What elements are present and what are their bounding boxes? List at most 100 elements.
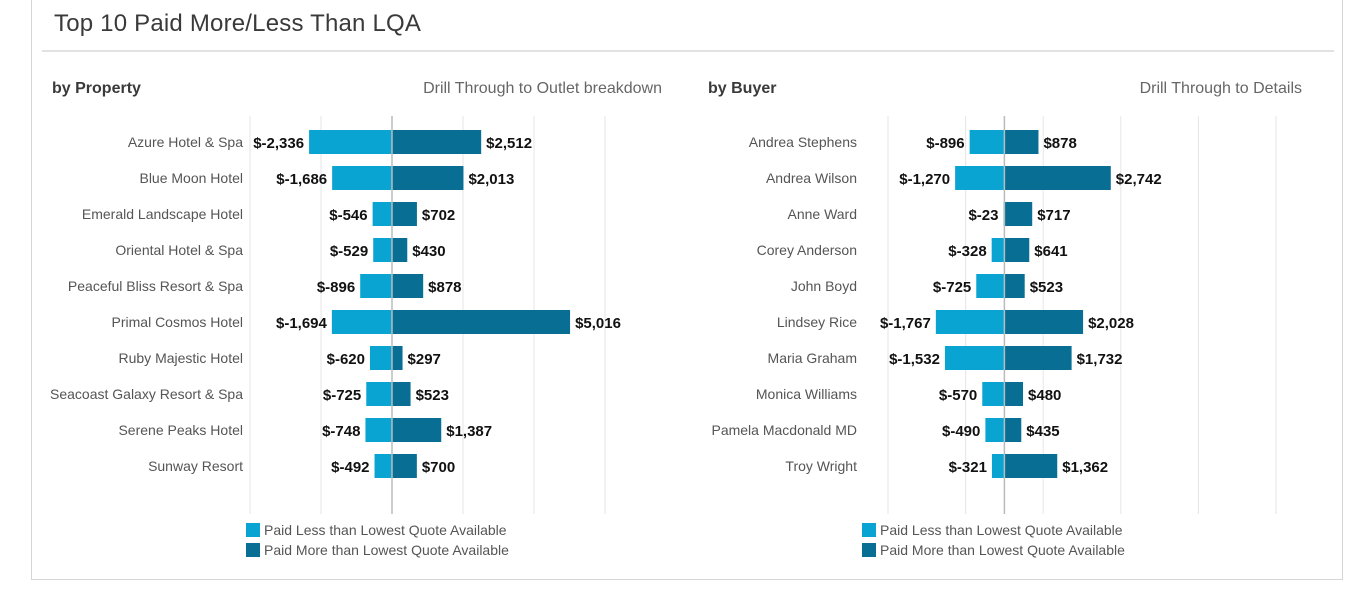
data-label-more: $641 <box>1034 243 1067 260</box>
bar-paid-more[interactable] <box>392 310 571 334</box>
category-label: Blue Moon Hotel <box>139 170 243 186</box>
category-label: Sunway Resort <box>148 458 243 474</box>
bar-paid-more[interactable] <box>1004 346 1072 370</box>
bar-paid-more[interactable] <box>392 238 408 262</box>
bar-paid-less[interactable] <box>991 454 1005 478</box>
category-label: Monica Williams <box>756 386 857 402</box>
bar-paid-less[interactable] <box>369 346 392 370</box>
data-label-less: $-896 <box>317 279 355 296</box>
bar-paid-less[interactable] <box>373 238 392 262</box>
legend-swatch-less <box>862 523 876 537</box>
data-label-less: $-328 <box>948 243 986 260</box>
category-label: Azure Hotel & Spa <box>128 134 243 150</box>
legend-item-more[interactable]: Paid More than Lowest Quote Available <box>862 540 1125 560</box>
bar-paid-less[interactable] <box>332 166 392 190</box>
category-label: Andrea Wilson <box>766 170 857 186</box>
bar-paid-more[interactable] <box>1004 166 1111 190</box>
category-label: Ruby Majestic Hotel <box>119 350 244 366</box>
data-label-less: $-1,532 <box>889 351 940 368</box>
bar-paid-less[interactable] <box>360 274 392 298</box>
data-label-less: $-23 <box>968 207 998 224</box>
data-label-less: $-725 <box>933 279 971 296</box>
category-label: Pamela Macdonald MD <box>711 422 857 438</box>
buyer-legend: Paid Less than Lowest Quote Available Pa… <box>862 520 1125 560</box>
bar-paid-more[interactable] <box>1004 382 1024 406</box>
legend-label-more: Paid More than Lowest Quote Available <box>880 542 1125 558</box>
bar-paid-less[interactable] <box>955 166 1005 190</box>
title-divider <box>42 50 1334 52</box>
data-label-more: $2,512 <box>486 135 532 152</box>
page-title: Top 10 Paid More/Less Than LQA <box>54 10 422 37</box>
data-label-more: $1,732 <box>1077 351 1123 368</box>
data-label-more: $700 <box>422 459 455 476</box>
bar-paid-more[interactable] <box>1004 310 1084 334</box>
data-label-more: $430 <box>412 243 445 260</box>
data-label-less: $-1,767 <box>880 315 931 332</box>
category-label: John Boyd <box>791 278 857 294</box>
bar-paid-more[interactable] <box>392 202 417 226</box>
legend-item-more[interactable]: Paid More than Lowest Quote Available <box>246 540 509 560</box>
category-label: Peaceful Bliss Resort & Spa <box>68 278 243 294</box>
bar-paid-more[interactable] <box>392 454 417 478</box>
bar-paid-less[interactable] <box>309 130 392 154</box>
bar-paid-less[interactable] <box>991 238 1005 262</box>
bar-paid-more[interactable] <box>1004 130 1039 154</box>
bar-paid-less[interactable] <box>944 346 1005 370</box>
category-label: Lindsey Rice <box>777 314 857 330</box>
bar-paid-less[interactable] <box>982 382 1005 406</box>
bar-paid-more[interactable] <box>392 130 482 154</box>
category-label: Primal Cosmos Hotel <box>112 314 243 330</box>
bar-paid-more[interactable] <box>392 418 442 442</box>
data-label-more: $702 <box>422 207 455 224</box>
category-label: Corey Anderson <box>757 242 857 258</box>
data-label-more: $480 <box>1028 387 1061 404</box>
bar-paid-more[interactable] <box>392 346 403 370</box>
category-label: Anne Ward <box>787 206 857 222</box>
legend-item-less[interactable]: Paid Less than Lowest Quote Available <box>246 520 509 540</box>
category-label: Oriental Hotel & Spa <box>115 242 243 258</box>
data-label-more: $2,028 <box>1088 315 1134 332</box>
panel-title-property: by Property <box>52 80 141 97</box>
bar-paid-more[interactable] <box>1004 418 1022 442</box>
bar-paid-more[interactable] <box>392 274 424 298</box>
bar-paid-less[interactable] <box>331 310 392 334</box>
data-label-more: $878 <box>1043 135 1076 152</box>
bar-paid-more[interactable] <box>1004 238 1030 262</box>
data-label-less: $-748 <box>322 423 360 440</box>
bar-paid-less[interactable] <box>935 310 1005 334</box>
data-label-less: $-492 <box>331 459 369 476</box>
bar-paid-less[interactable] <box>969 130 1005 154</box>
bar-paid-less[interactable] <box>976 274 1005 298</box>
drill-outlet-link[interactable]: Drill Through to Outlet breakdown <box>423 80 662 97</box>
category-label: Serene Peaks Hotel <box>118 422 243 438</box>
panel-title-buyer: by Buyer <box>708 80 777 97</box>
legend-swatch-more <box>246 543 260 557</box>
drill-details-link[interactable]: Drill Through to Details <box>1139 80 1302 97</box>
category-label: Maria Graham <box>768 350 857 366</box>
bar-paid-less[interactable] <box>365 418 392 442</box>
bar-paid-less[interactable] <box>985 418 1005 442</box>
data-label-more: $878 <box>428 279 461 296</box>
data-label-more: $2,742 <box>1116 171 1162 188</box>
bar-paid-less[interactable] <box>372 202 392 226</box>
legend-swatch-more <box>862 543 876 557</box>
data-label-less: $-2,336 <box>253 135 304 152</box>
bar-paid-more[interactable] <box>1004 202 1033 226</box>
data-label-less: $-1,694 <box>276 315 328 332</box>
bar-paid-more[interactable] <box>392 382 411 406</box>
data-label-less: $-1,270 <box>899 171 950 188</box>
bar-paid-more[interactable] <box>1004 454 1058 478</box>
data-label-more: $717 <box>1037 207 1070 224</box>
property-chart: Azure Hotel & Spa $-2,336 $2,512 Blue Moon … <box>50 116 621 514</box>
data-label-less: $-490 <box>942 423 980 440</box>
data-label-less: $-1,686 <box>276 171 327 188</box>
bar-paid-more[interactable] <box>1004 274 1025 298</box>
data-label-more: $5,016 <box>575 315 621 332</box>
data-label-less: $-896 <box>926 135 964 152</box>
bar-paid-less[interactable] <box>366 382 392 406</box>
legend-item-less[interactable]: Paid Less than Lowest Quote Available <box>862 520 1125 540</box>
bar-paid-more[interactable] <box>392 166 464 190</box>
legend-label-less: Paid Less than Lowest Quote Available <box>880 522 1123 538</box>
data-label-less: $-321 <box>949 459 987 476</box>
bar-paid-less[interactable] <box>374 454 392 478</box>
